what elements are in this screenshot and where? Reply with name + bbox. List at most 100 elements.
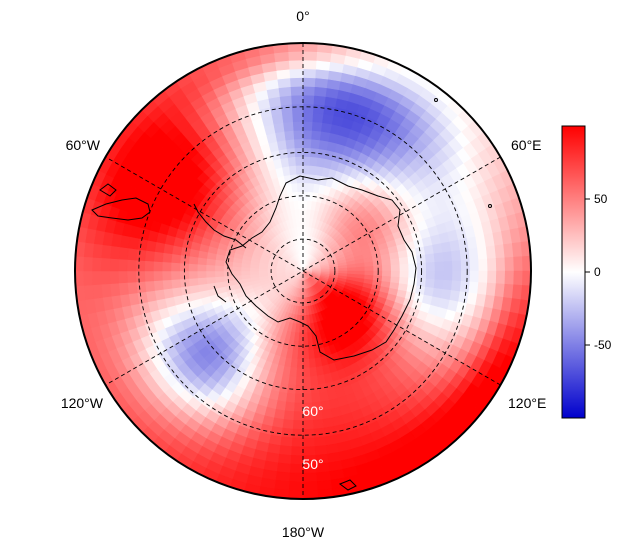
field-cell bbox=[364, 266, 375, 272]
field-cell bbox=[293, 129, 304, 140]
meridian-line bbox=[105, 156, 501, 386]
field-cell bbox=[513, 256, 524, 272]
field-cell bbox=[355, 266, 366, 272]
field-cell bbox=[135, 281, 147, 294]
field-cell bbox=[290, 77, 304, 87]
field-cell bbox=[153, 251, 164, 263]
field-cell bbox=[275, 471, 291, 482]
field-cell bbox=[281, 112, 294, 123]
latitude-circle bbox=[227, 195, 379, 347]
field-cell bbox=[443, 270, 453, 282]
field-cell bbox=[281, 419, 294, 430]
field-cell bbox=[288, 59, 304, 70]
field-cell bbox=[170, 253, 182, 264]
field-cell bbox=[315, 471, 331, 482]
field-cell bbox=[91, 256, 102, 272]
field-cell bbox=[135, 259, 146, 272]
field-cell bbox=[298, 208, 304, 219]
field-cell bbox=[459, 248, 471, 261]
field-cell bbox=[513, 270, 524, 286]
field-cell bbox=[275, 60, 291, 71]
field-cell bbox=[126, 259, 137, 272]
field-cell bbox=[162, 252, 173, 263]
field-cell bbox=[433, 252, 444, 263]
field-cell bbox=[267, 270, 277, 274]
field-cell bbox=[288, 50, 304, 61]
field-cell bbox=[318, 391, 330, 403]
field-cell bbox=[276, 462, 291, 474]
field-cell bbox=[289, 463, 304, 474]
field-cell bbox=[277, 77, 292, 89]
field-cell bbox=[205, 276, 216, 285]
field-cell bbox=[302, 315, 307, 325]
field-cell bbox=[315, 68, 330, 80]
field-cell bbox=[161, 261, 172, 272]
field-cell bbox=[522, 255, 531, 272]
field-cell bbox=[347, 267, 357, 272]
field-cell bbox=[290, 446, 304, 457]
field-cell bbox=[460, 259, 471, 272]
field-cell bbox=[278, 86, 292, 97]
field-cell bbox=[478, 270, 489, 284]
field-cell bbox=[302, 358, 310, 369]
field-cell bbox=[434, 261, 445, 272]
field-cell bbox=[477, 246, 488, 260]
lon-label-120w: 120°W bbox=[61, 395, 104, 411]
field-cell bbox=[302, 446, 316, 457]
field-cell bbox=[283, 410, 295, 421]
field-cell bbox=[278, 445, 292, 456]
field-cell bbox=[302, 490, 319, 499]
field-cell bbox=[292, 121, 304, 131]
field-cell bbox=[459, 281, 471, 294]
field-cell bbox=[308, 358, 317, 369]
graticule bbox=[105, 43, 501, 499]
field-cell bbox=[522, 270, 531, 287]
field-cell bbox=[188, 263, 198, 272]
field-cell bbox=[298, 199, 304, 210]
field-cell bbox=[82, 270, 93, 286]
field-cell bbox=[302, 472, 318, 483]
field-cell bbox=[424, 278, 436, 289]
field-cell bbox=[390, 257, 401, 266]
field-cell bbox=[494, 244, 506, 259]
field-cell bbox=[296, 173, 304, 184]
field-cell bbox=[494, 283, 506, 298]
field-cell bbox=[310, 392, 321, 404]
field-cell bbox=[302, 428, 315, 439]
field-cell bbox=[144, 280, 155, 293]
colorbar-gradient bbox=[561, 125, 586, 419]
field-cell bbox=[309, 366, 318, 377]
field-cell bbox=[302, 164, 311, 175]
lon-label-60e: 60°E bbox=[511, 137, 542, 153]
field-cell bbox=[315, 60, 331, 71]
field-cell bbox=[83, 284, 95, 301]
field-cell bbox=[316, 374, 326, 385]
field-cell bbox=[100, 257, 111, 272]
field-cell bbox=[423, 244, 435, 256]
field-cell bbox=[291, 94, 304, 105]
field-cell bbox=[302, 481, 318, 492]
colorbar: 50 0 -50 bbox=[561, 125, 612, 419]
field-cell bbox=[214, 275, 225, 283]
field-cell bbox=[296, 182, 304, 192]
field-cell bbox=[135, 248, 147, 261]
field-cell bbox=[504, 256, 515, 272]
field-cell bbox=[302, 68, 317, 79]
field-cell bbox=[302, 332, 308, 343]
field-cell bbox=[495, 270, 506, 285]
field-cell bbox=[291, 103, 304, 114]
field-cell bbox=[487, 270, 497, 284]
field-cell bbox=[127, 247, 138, 261]
antarctica-coastline bbox=[193, 175, 417, 361]
field-cell bbox=[302, 112, 314, 122]
field-cell bbox=[197, 277, 208, 286]
field-cell bbox=[153, 279, 164, 291]
field-cell bbox=[382, 270, 392, 278]
field-cell bbox=[302, 77, 316, 87]
field-cell bbox=[170, 278, 182, 289]
colorbar-tick-label: -50 bbox=[594, 338, 612, 352]
field-cell bbox=[460, 270, 471, 283]
field-cell bbox=[205, 270, 216, 278]
field-cell bbox=[144, 260, 154, 272]
field-cell bbox=[381, 259, 392, 267]
